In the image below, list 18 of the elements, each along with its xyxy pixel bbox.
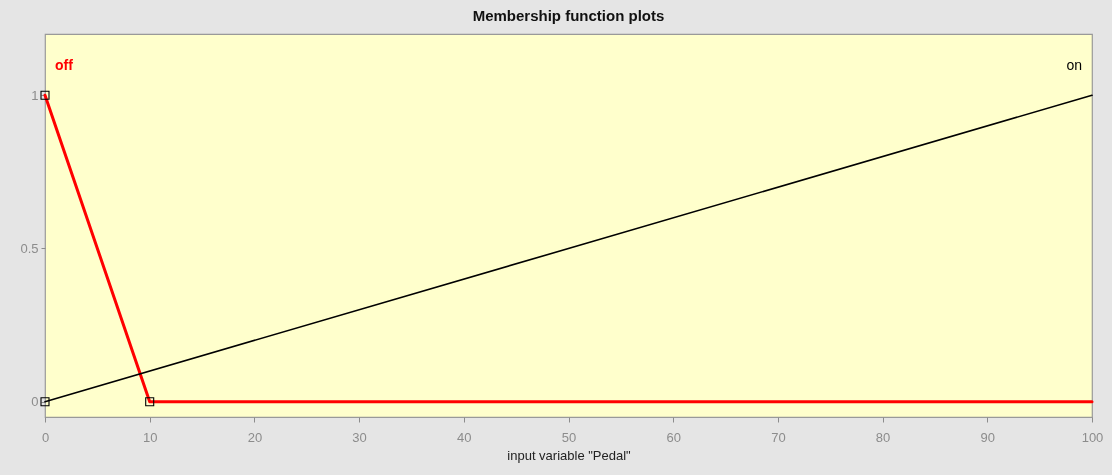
- x-tick-label: 20: [247, 429, 263, 445]
- x-tick-label: 60: [666, 429, 681, 445]
- x-tick-label: 40: [457, 429, 472, 445]
- x-tick-label: 10: [142, 429, 158, 445]
- x-tick-label: 90: [980, 429, 996, 445]
- x-tick-label: 100: [1081, 429, 1104, 445]
- y-tick-label: 0.5: [20, 240, 39, 256]
- x-tick-label: 50: [561, 429, 577, 445]
- y-tick-label: 1: [31, 87, 39, 103]
- x-tick-label: 70: [771, 429, 786, 445]
- series-label: off: [55, 57, 74, 74]
- chart-title: Membership function plots: [472, 7, 665, 24]
- y-tick-label: 0: [31, 394, 39, 410]
- x-axis-title: input variable "Pedal": [507, 447, 632, 463]
- x-tick-label: 0: [41, 429, 50, 445]
- x-tick-label: 80: [875, 429, 891, 445]
- x-tick-label: 30: [352, 429, 367, 445]
- series-label: on: [1066, 57, 1082, 74]
